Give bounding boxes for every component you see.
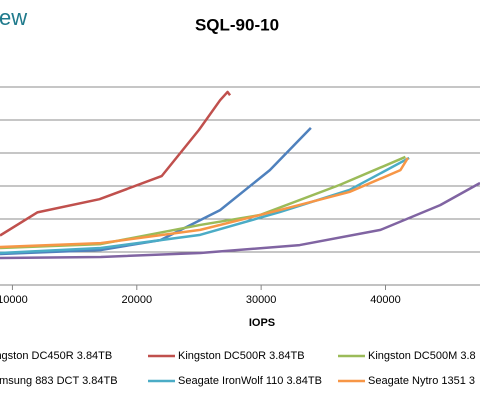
x-tick-label: 20000 xyxy=(121,294,152,306)
series-line xyxy=(0,90,232,237)
legend-label: Seagate Nytro 1351 3 xyxy=(368,375,475,387)
x-tick-label: 10000 xyxy=(0,294,28,306)
legend-label: Kingston DC500R 3.84TB xyxy=(178,350,305,362)
series-line xyxy=(0,157,409,249)
legend-label: Seagate IronWolf 110 3.84TB xyxy=(178,375,322,387)
x-axis-title: IOPS xyxy=(249,317,275,329)
legend-label: Kingston DC500M 3.8 xyxy=(368,350,476,362)
legend-label: amsung 883 DCT 3.84TB xyxy=(0,375,118,387)
chart-title: SQL-90-10 xyxy=(195,15,279,34)
series-line xyxy=(0,181,480,260)
legend-label: ingston DC450R 3.84TB xyxy=(0,350,112,362)
x-tick-label: 40000 xyxy=(370,294,401,306)
series-line xyxy=(0,127,312,256)
x-tick-label: 30000 xyxy=(246,294,277,306)
series-line xyxy=(0,156,410,255)
logo: ew xyxy=(0,5,27,30)
